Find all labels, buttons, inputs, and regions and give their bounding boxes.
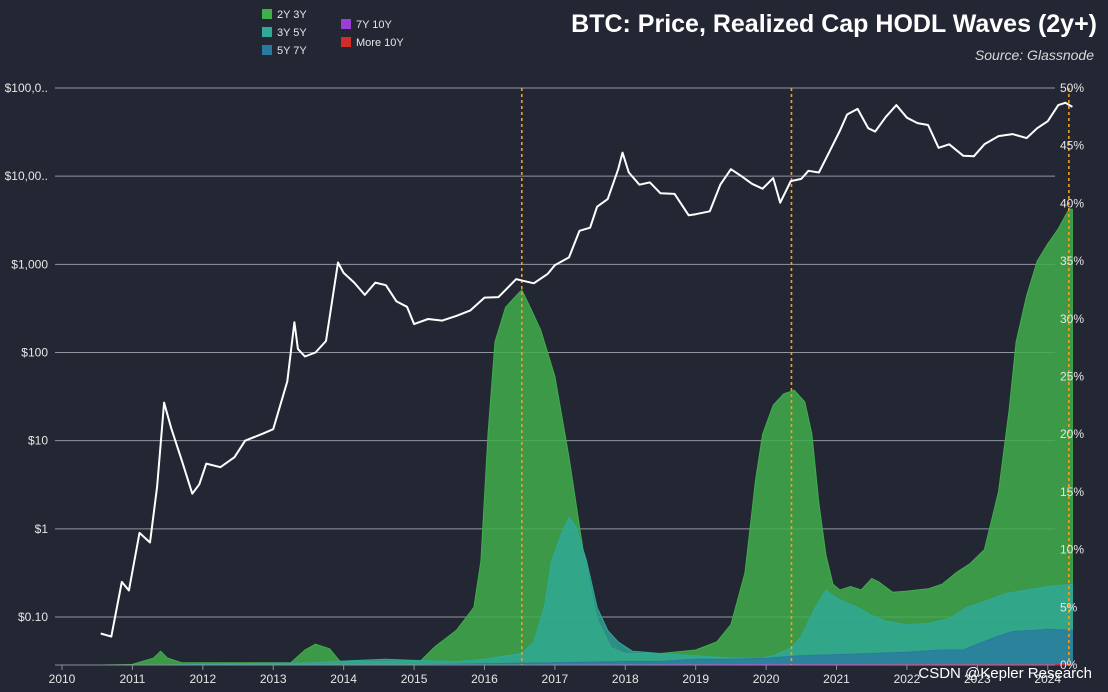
right-tick-label: 45%	[1060, 139, 1084, 153]
left-tick-label: $100,0..	[5, 81, 48, 95]
x-tick-label: 2011	[120, 672, 146, 686]
x-tick-label: 2020	[753, 672, 780, 686]
x-tick-label: 2013	[260, 672, 287, 686]
legend-item-5y-7y[interactable]: 5Y 7Y	[262, 45, 307, 57]
chart-source: Source: Glassnode	[975, 47, 1094, 63]
hodl-wave-areas	[100, 208, 1073, 666]
x-tick-label: 2017	[542, 672, 569, 686]
legend-swatch	[262, 27, 272, 37]
right-tick-label: 40%	[1060, 196, 1084, 210]
legend-swatch	[341, 19, 351, 29]
x-axis-ticks: 2010 2011 2012 2013 2014 2015 2016 2017 2018 2019…	[49, 665, 1061, 686]
legend-label: 2Y 3Y	[277, 9, 307, 21]
left-tick-label: $100	[21, 346, 48, 360]
left-axis-ticks: $100,0.. $10,00.. $1,000 $100 $10 $1 $0.10	[5, 81, 49, 624]
area-5y-7y	[100, 628, 1073, 666]
left-tick-label: $0.10	[18, 610, 48, 624]
x-tick-label: 2023	[964, 672, 991, 686]
left-tick-label: $10,00..	[5, 169, 48, 183]
right-tick-label: 35%	[1060, 254, 1084, 268]
legend-item-more-10y[interactable]: More 10Y	[341, 37, 404, 49]
watermark: CSDN @Kepler Research	[918, 665, 1092, 682]
x-tick-label: 2022	[894, 672, 921, 686]
left-tick-label: $1	[35, 522, 49, 536]
legend-label: 7Y 10Y	[356, 19, 393, 31]
x-tick-label: 2014	[330, 672, 357, 686]
x-tick-label: 2015	[401, 672, 428, 686]
x-tick-label: 2016	[471, 672, 498, 686]
x-tick-label: 2018	[612, 672, 639, 686]
price-series	[100, 101, 1073, 638]
legend-swatch	[341, 37, 351, 47]
legend-label: 3Y 5Y	[277, 27, 307, 39]
x-tick-label: 2019	[682, 672, 709, 686]
right-tick-label: 0%	[1060, 658, 1078, 672]
legend-item-3y-5y[interactable]: 3Y 5Y	[262, 27, 307, 39]
right-tick-label: 15%	[1060, 485, 1084, 499]
x-tick-label: 2010	[49, 672, 76, 686]
right-tick-label: 25%	[1060, 370, 1084, 384]
legend-swatch	[262, 9, 272, 19]
right-tick-label: 20%	[1060, 427, 1084, 441]
price-line	[100, 101, 1073, 638]
legend: 2Y 3Y 3Y 5Y 5Y 7Y 7Y 10Y More 10Y	[262, 9, 404, 57]
right-tick-label: 10%	[1060, 543, 1084, 557]
x-tick-label: 2012	[189, 672, 216, 686]
x-tick-label: 2024	[1034, 672, 1061, 686]
legend-item-2y-3y[interactable]: 2Y 3Y	[262, 9, 307, 21]
legend-item-7y-10y[interactable]: 7Y 10Y	[341, 19, 393, 31]
right-tick-label: 30%	[1060, 312, 1084, 326]
area-3y-5y	[100, 516, 1073, 666]
right-tick-label: 5%	[1060, 600, 1078, 614]
x-tick-label: 2021	[823, 672, 850, 686]
halving-markers	[520, 88, 1070, 665]
legend-label: 5Y 7Y	[277, 45, 307, 57]
right-tick-label: 50%	[1060, 81, 1084, 95]
left-tick-label: $1,000	[11, 257, 48, 271]
legend-label: More 10Y	[356, 37, 404, 49]
left-tick-label: $10	[28, 434, 48, 448]
right-axis-ticks: 50% 45% 40% 35% 30% 25% 20% 15% 10% 5% 0%	[1060, 81, 1084, 672]
chart-title: BTC: Price, Realized Cap HODL Waves (2y+…	[571, 10, 1097, 38]
legend-swatch	[262, 45, 272, 55]
